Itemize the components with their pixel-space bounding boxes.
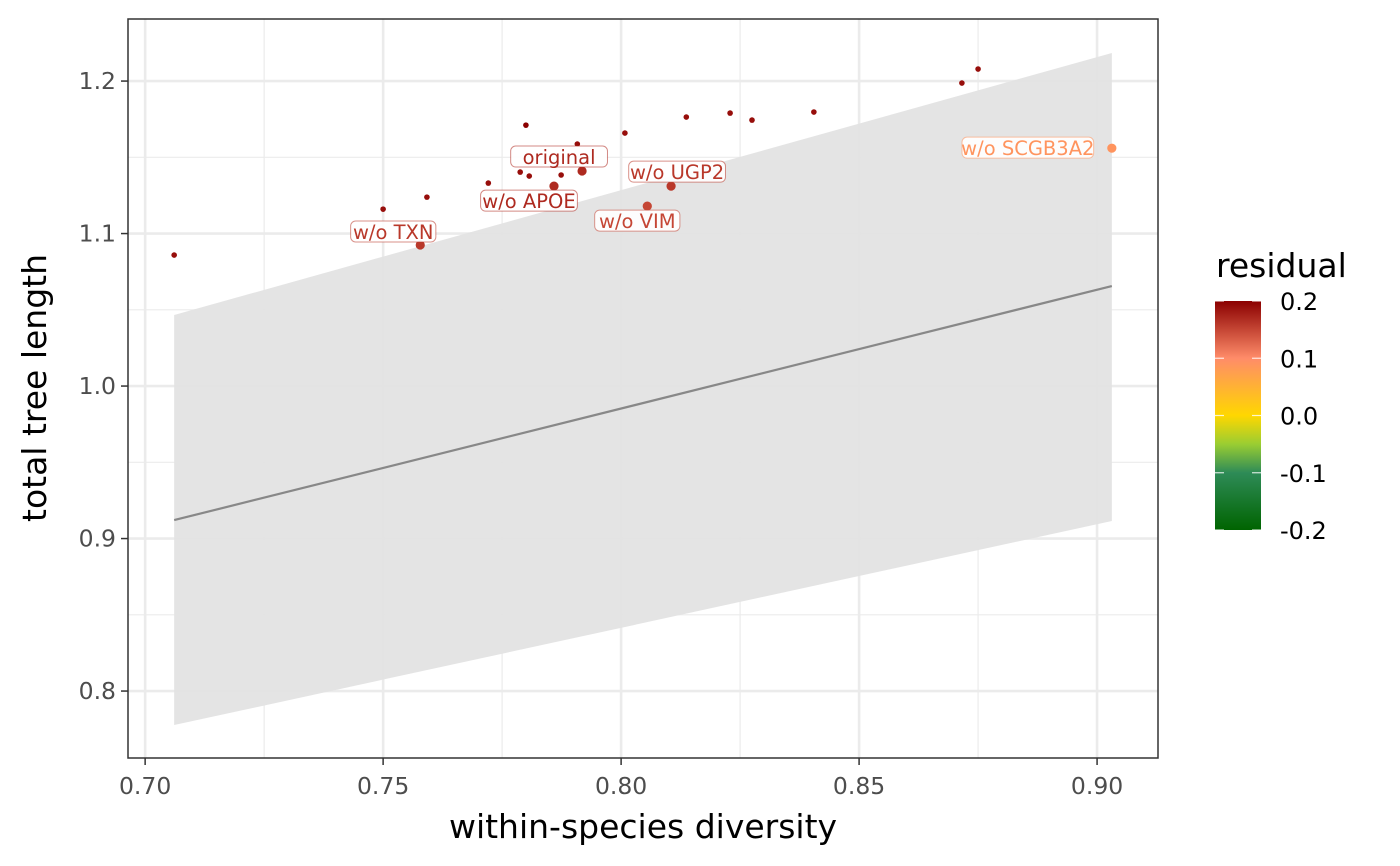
points-layer [171,66,1117,258]
data-point [975,66,981,72]
data-point [523,122,529,128]
data-point [577,166,587,176]
point-label-text: w/o APOE [482,190,575,213]
data-point [666,181,676,191]
panel-border [127,18,1159,759]
data-point [171,252,177,258]
point-label-text: w/o UGP2 [630,161,724,184]
point-label-text: w/o VIM [599,210,676,233]
data-point [380,206,386,212]
x-axis-title: within-species diversity [449,807,837,846]
data-point [811,109,817,115]
legend-ticks: 0.2 0.1 0.0 -0.1 -0.2 [1215,288,1327,545]
point-label: w/o UGP2 [628,160,726,184]
data-point [622,130,628,136]
confidence-ribbon-layer [174,53,1112,726]
x-axis: 0.70 0.75 0.80 0.85 0.90 [119,758,1123,800]
point-label: w/o APOE [480,189,578,213]
data-point [574,141,581,147]
x-tick-label: 0.75 [357,772,409,800]
data-point [485,180,492,186]
data-point [959,80,965,86]
y-tick-label: 1.1 [79,220,116,248]
data-point [558,172,564,178]
y-axis-title: total tree length [15,254,54,522]
legend-tick-label: -0.2 [1280,517,1327,545]
point-labels-layer: w/o TXN w/o APOE original w/o VIM w/o UGP2 w/… [350,136,1095,244]
x-tick-label: 0.85 [833,772,885,800]
point-label-text: original [523,146,596,169]
data-point [642,201,652,211]
point-label: w/o VIM [594,209,681,233]
confidence-ribbon [174,53,1112,726]
point-label-box [594,209,681,232]
point-label: original [510,145,608,169]
point-label: w/o SCGB3A2 [961,136,1095,160]
y-tick-label: 0.8 [79,677,116,705]
point-label-box [628,160,726,183]
y-tick-label: 1.2 [79,67,116,95]
x-tick-label: 0.70 [119,772,171,800]
point-label-box [480,189,578,212]
y-tick-label: 1.0 [79,372,116,400]
point-label: w/o TXN [350,220,437,244]
legend-tick-label: -0.1 [1280,460,1327,488]
data-point [424,194,430,200]
fit-line-layer [173,284,1113,522]
point-label-text: w/o SCGB3A2 [961,137,1094,160]
point-label-text: w/o TXN [353,221,434,244]
data-point [749,117,755,123]
y-tick-label: 0.9 [79,525,116,553]
data-point [517,169,523,175]
legend: residual 0.2 0.1 0.0 -0.1 -0.2 [1215,246,1347,545]
legend-title: residual [1216,246,1347,285]
point-label-box [350,220,437,243]
data-point [415,240,425,250]
data-point [683,114,690,120]
point-label-box [961,136,1095,159]
x-tick-label: 0.90 [1071,772,1123,800]
legend-tick-label: 0.2 [1280,288,1318,316]
point-label-box [510,145,608,168]
x-tick-label: 0.80 [595,772,647,800]
y-axis: 0.8 0.9 1.0 1.1 1.2 [79,67,128,705]
legend-tick-label: 0.0 [1280,403,1318,431]
data-point [526,173,533,179]
legend-tick-label: 0.1 [1280,345,1318,373]
data-point [727,110,733,116]
data-point [549,181,559,191]
fit-line [173,284,1113,522]
data-point [1107,143,1117,153]
